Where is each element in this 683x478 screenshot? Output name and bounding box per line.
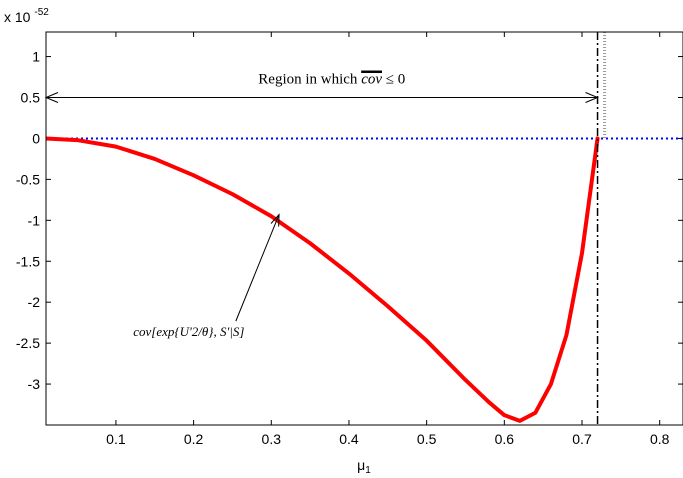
x-tick-label: 0.1 xyxy=(106,431,126,447)
x-axis-label: μ1 xyxy=(357,457,371,476)
series-layer xyxy=(46,32,683,425)
y-multiplier-exponent: -52 xyxy=(34,7,49,18)
x-tick-label: 0.4 xyxy=(339,431,359,447)
region-arrow-head-right xyxy=(585,92,599,103)
y-multiplier-base: x 10 xyxy=(4,9,31,25)
x-tick-label: 0.2 xyxy=(184,431,204,447)
y-tick-label: 0.5 xyxy=(21,90,41,106)
x-axis-label-sub: 1 xyxy=(365,465,371,476)
curve-label: cov[exp{U'2/θ}, S'|S] xyxy=(133,324,244,339)
region-label-prefix: Region in which xyxy=(258,72,361,88)
x-tick-label: 0.5 xyxy=(417,431,437,447)
x-axis-label-main: μ xyxy=(357,457,365,473)
x-tick-label: 0.8 xyxy=(650,431,670,447)
annotation-layer: Region in which cov ≤ 0 cov[exp{U'2/θ}, S… xyxy=(44,72,599,339)
x-tick-label: 0.7 xyxy=(572,431,592,447)
y-tick-label: -3 xyxy=(28,376,41,392)
region-label: Region in which cov ≤ 0 xyxy=(258,72,405,88)
region-label-suffix: ≤ 0 xyxy=(382,72,405,88)
y-tick-label: -0.5 xyxy=(16,171,40,187)
region-label-math: cov xyxy=(361,72,382,88)
curve-arrow-head xyxy=(270,213,280,227)
x-tick-label: 0.6 xyxy=(495,431,515,447)
x-tick-label: 0.3 xyxy=(262,431,282,447)
y-tick-label: 0 xyxy=(32,130,40,146)
plot-frame xyxy=(45,31,683,426)
y-tick-label: -1.5 xyxy=(16,253,40,269)
y-tick-label: -2 xyxy=(28,294,41,310)
y-tick-label: -2.5 xyxy=(16,335,40,351)
y-tick-label: 1 xyxy=(32,49,40,65)
curve-arrow-line xyxy=(235,214,280,322)
axis-ticks: 0.1 0.2 0.3 0.4 0.5 0.6 0.7 0.8 1 0.5 0 -0.5 -1 -1.5 -… xyxy=(16,32,683,447)
y-multiplier-label: x 10 -52 xyxy=(4,7,49,25)
y-tick-label: -1 xyxy=(28,212,41,228)
covariance-curve xyxy=(46,136,600,423)
